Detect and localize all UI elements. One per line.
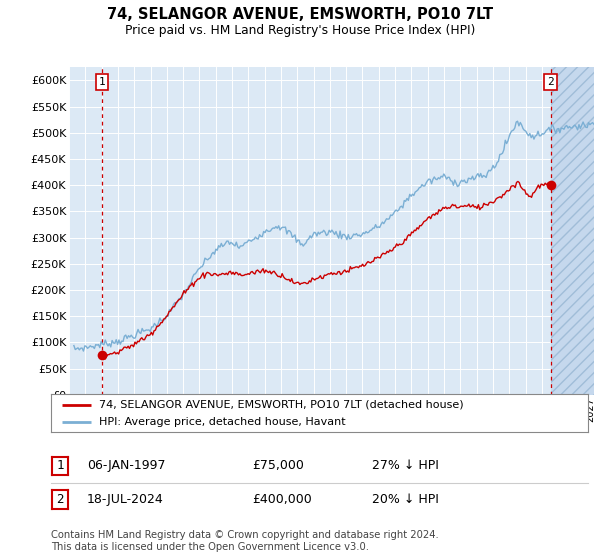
Text: 1: 1: [99, 77, 106, 87]
Text: HPI: Average price, detached house, Havant: HPI: Average price, detached house, Hava…: [100, 417, 346, 427]
Text: 74, SELANGOR AVENUE, EMSWORTH, PO10 7LT (detached house): 74, SELANGOR AVENUE, EMSWORTH, PO10 7LT …: [100, 399, 464, 409]
Text: 74, SELANGOR AVENUE, EMSWORTH, PO10 7LT: 74, SELANGOR AVENUE, EMSWORTH, PO10 7LT: [107, 7, 493, 22]
Text: 18-JUL-2024: 18-JUL-2024: [87, 493, 164, 506]
Text: £400,000: £400,000: [252, 493, 312, 506]
Text: 2: 2: [56, 493, 64, 506]
Text: Contains HM Land Registry data © Crown copyright and database right 2024.
This d: Contains HM Land Registry data © Crown c…: [51, 530, 439, 552]
Text: 1: 1: [56, 459, 64, 473]
Text: 2: 2: [547, 77, 554, 87]
Text: 27% ↓ HPI: 27% ↓ HPI: [372, 459, 439, 473]
Text: £75,000: £75,000: [252, 459, 304, 473]
Text: 20% ↓ HPI: 20% ↓ HPI: [372, 493, 439, 506]
Text: 06-JAN-1997: 06-JAN-1997: [87, 459, 166, 473]
Text: Price paid vs. HM Land Registry's House Price Index (HPI): Price paid vs. HM Land Registry's House …: [125, 24, 475, 37]
